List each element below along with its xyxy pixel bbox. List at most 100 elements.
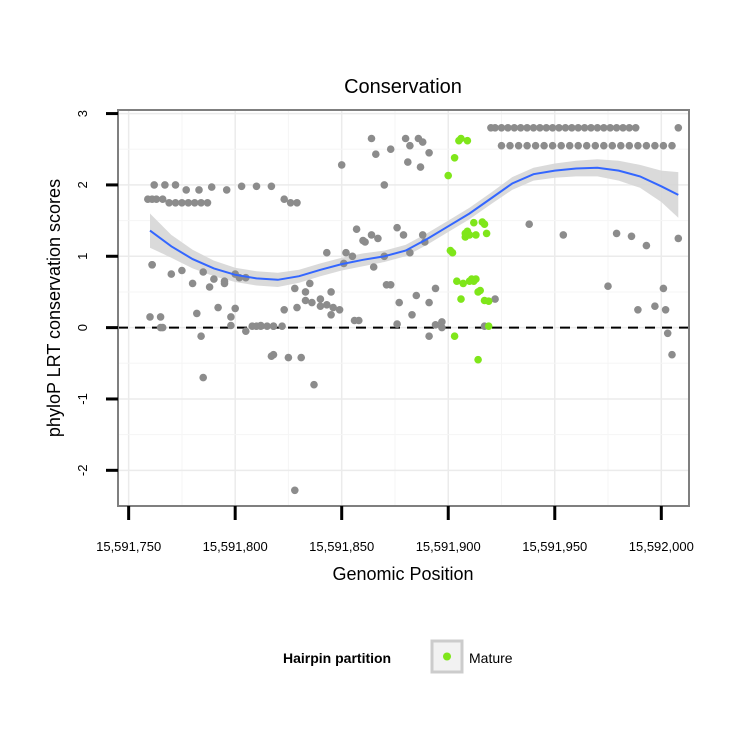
point-other-41 bbox=[316, 295, 325, 303]
point-other-155 bbox=[506, 141, 514, 150]
point-mature-29 bbox=[484, 322, 493, 331]
point-mature-18 bbox=[453, 277, 461, 286]
point-other-91 bbox=[269, 350, 278, 359]
point-other-60 bbox=[438, 318, 446, 326]
point-mature-21 bbox=[461, 229, 470, 238]
point-other-22 bbox=[286, 199, 295, 207]
point-other-92 bbox=[284, 353, 293, 362]
point-other-65 bbox=[220, 277, 229, 286]
point-other-42 bbox=[323, 301, 331, 309]
point-other-96 bbox=[337, 161, 346, 169]
point-other-13 bbox=[171, 181, 180, 189]
point-other-56 bbox=[412, 291, 421, 300]
legend-label-mature: Mature bbox=[469, 650, 513, 666]
point-mature-17 bbox=[450, 332, 459, 341]
point-other-119 bbox=[604, 282, 612, 291]
point-mature-19 bbox=[457, 295, 465, 303]
point-other-116 bbox=[491, 295, 499, 303]
point-other-24 bbox=[146, 313, 154, 321]
point-other-4 bbox=[165, 199, 173, 207]
x-tick-label-2: 15,591,850 bbox=[309, 539, 374, 554]
point-other-171 bbox=[642, 141, 651, 150]
point-mature-23 bbox=[465, 277, 474, 286]
point-other-54 bbox=[399, 231, 408, 239]
point-mature-20 bbox=[459, 279, 468, 288]
point-other-95 bbox=[323, 248, 331, 257]
smooth-curve bbox=[149, 166, 679, 281]
point-other-160 bbox=[548, 141, 557, 150]
point-other-64 bbox=[205, 283, 214, 291]
point-other-125 bbox=[668, 350, 676, 359]
point-other-137 bbox=[529, 124, 538, 132]
point-other-10 bbox=[203, 199, 212, 207]
point-mature-13 bbox=[482, 229, 491, 238]
point-other-173 bbox=[659, 141, 668, 150]
point-other-28 bbox=[188, 279, 197, 288]
point-other-178 bbox=[414, 134, 423, 143]
point-mature-0 bbox=[444, 171, 453, 180]
point-other-84 bbox=[148, 261, 156, 269]
point-other-14 bbox=[182, 186, 190, 194]
point-other-87 bbox=[214, 303, 222, 312]
legend-key-mature-marker bbox=[443, 652, 451, 661]
x-axis-title: Genomic Position bbox=[332, 564, 473, 584]
point-other-141 bbox=[555, 124, 563, 132]
point-other-110 bbox=[372, 150, 380, 158]
point-other-53 bbox=[393, 223, 401, 232]
point-other-5 bbox=[171, 199, 180, 207]
point-other-39 bbox=[301, 288, 310, 296]
point-other-147 bbox=[593, 124, 602, 132]
point-other-120 bbox=[627, 232, 636, 241]
point-other-94 bbox=[310, 380, 318, 389]
point-other-152 bbox=[625, 124, 634, 132]
y-axis: -2 -1 0 1 2 3 bbox=[75, 110, 118, 476]
legend-key-box bbox=[430, 639, 464, 674]
y-axis-title: phyloP LRT conservation scores bbox=[44, 179, 64, 437]
point-other-157 bbox=[523, 141, 531, 150]
point-other-164 bbox=[582, 141, 591, 150]
point-mature-16 bbox=[448, 248, 457, 257]
point-other-148 bbox=[600, 124, 608, 132]
point-other-156 bbox=[514, 141, 523, 150]
point-other-131 bbox=[491, 124, 499, 132]
point-other-26 bbox=[167, 270, 176, 278]
point-other-99 bbox=[380, 181, 389, 189]
point-other-112 bbox=[404, 158, 412, 166]
chart-title: Conservation bbox=[344, 76, 462, 98]
point-other-20 bbox=[267, 182, 276, 191]
point-other-143 bbox=[568, 124, 576, 132]
point-mature-12 bbox=[480, 220, 489, 228]
point-other-63 bbox=[193, 309, 201, 318]
point-other-37 bbox=[278, 322, 286, 331]
point-other-38 bbox=[291, 284, 299, 293]
point-other-165 bbox=[591, 141, 600, 150]
point-other-121 bbox=[634, 306, 642, 314]
legend: Hairpin partition Mature bbox=[283, 639, 513, 674]
point-other-167 bbox=[608, 141, 617, 150]
point-other-2 bbox=[152, 195, 161, 203]
y-tick-label-4: 2 bbox=[75, 181, 90, 188]
x-tick-label-5: 15,592,000 bbox=[629, 539, 694, 554]
point-other-27 bbox=[178, 266, 186, 275]
point-other-114 bbox=[425, 149, 433, 157]
point-other-97 bbox=[352, 225, 361, 233]
x-tick-label-0: 15,591,750 bbox=[96, 539, 161, 554]
point-other-85 bbox=[156, 323, 165, 332]
point-other-73 bbox=[306, 279, 314, 288]
point-mature-3 bbox=[457, 134, 465, 143]
point-mature-28 bbox=[480, 296, 489, 305]
point-other-9 bbox=[197, 199, 205, 207]
point-other-21 bbox=[280, 195, 289, 203]
point-other-46 bbox=[348, 252, 357, 261]
point-other-77 bbox=[350, 316, 359, 325]
point-other-134 bbox=[510, 124, 519, 132]
point-other-43 bbox=[329, 303, 338, 312]
point-other-150 bbox=[612, 124, 621, 132]
point-other-107 bbox=[291, 486, 299, 495]
point-other-170 bbox=[634, 141, 642, 150]
point-other-74 bbox=[316, 302, 325, 311]
point-other-113 bbox=[416, 163, 425, 171]
point-other-105 bbox=[231, 304, 239, 313]
point-other-29 bbox=[199, 268, 207, 276]
point-other-100 bbox=[393, 320, 401, 328]
